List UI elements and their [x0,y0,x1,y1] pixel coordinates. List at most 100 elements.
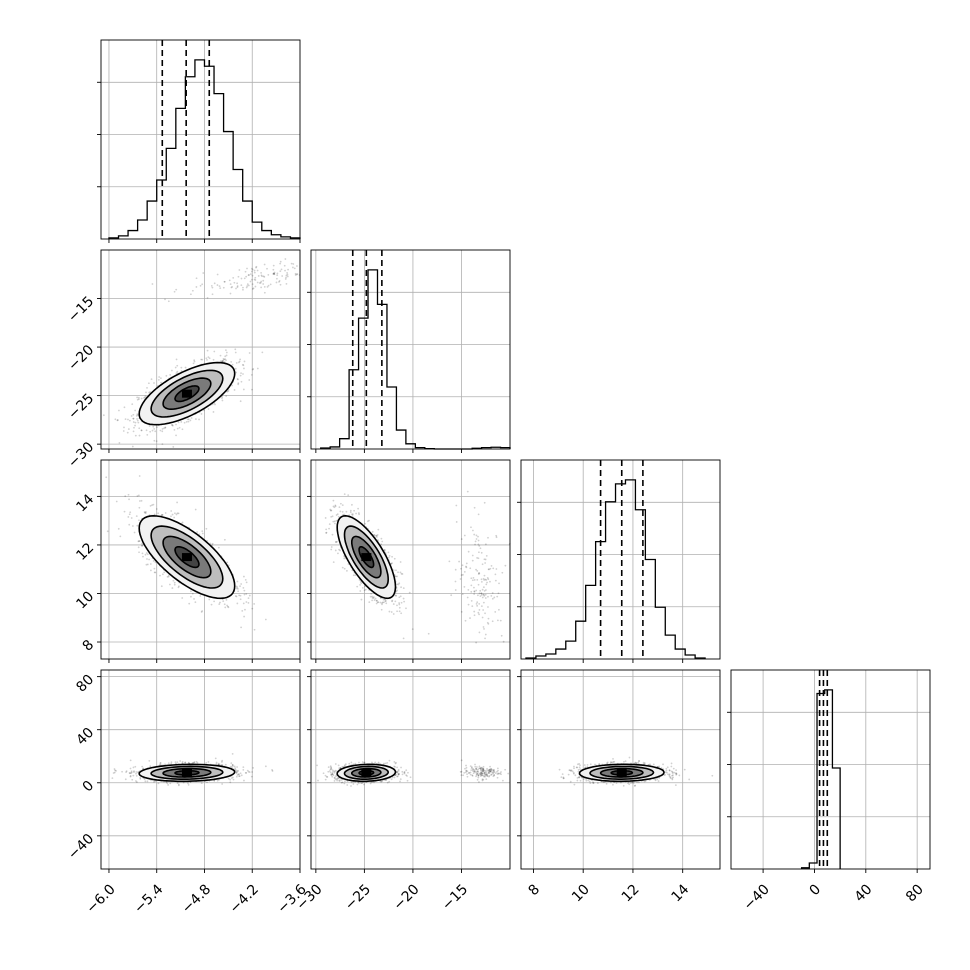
sample-point [233,281,236,284]
sample-point [236,586,239,589]
sample-point [337,552,339,555]
sample-point [234,351,237,354]
sample-point [467,588,470,591]
sample-point [473,533,476,536]
sample-point [173,581,176,584]
sample-point [371,530,374,533]
sample-point [163,571,166,574]
sample-point [266,267,268,270]
sample-point [154,430,157,433]
sample-point [253,628,256,631]
sample-point [167,575,170,578]
sample-point [146,558,148,560]
sample-point [234,595,237,597]
sample-point [128,513,131,516]
sample-point [137,540,140,543]
sample-point [200,413,203,415]
sample-point [237,382,240,385]
sample-point [207,356,210,359]
sample-point [284,258,287,260]
sample-point [330,515,333,518]
sample-point [130,517,133,519]
sample-point [105,476,108,479]
sample-point [152,425,155,428]
sample-point [498,608,500,611]
sample-point [239,594,242,597]
sample-point [136,524,139,527]
sample-point [240,626,243,629]
sample-point [247,274,250,277]
sample-point [478,551,480,554]
sample-point [136,419,139,422]
sample-point [132,774,135,777]
sample-point [350,503,353,506]
sample-point [273,273,276,276]
sample-point [284,278,287,280]
sample-point [241,363,244,366]
sample-point [224,763,227,766]
sample-point [278,280,280,283]
sample-point [202,272,205,274]
sample-point [175,372,178,375]
sample-point [210,284,213,287]
sample-point [399,561,402,563]
sample-point [187,782,189,785]
sample-point [148,425,151,427]
sample-point [334,549,337,552]
sample-point [251,268,254,271]
sample-point [258,282,261,284]
sample-point [231,363,234,366]
sample-point [257,275,260,277]
sample-point [486,581,488,584]
sample-point [248,352,251,354]
sample-point [190,417,193,419]
sample-point [193,359,196,362]
sample-point [471,529,474,532]
sample-point [285,282,288,285]
sample-point [181,760,184,763]
sample-point [500,634,503,637]
sample-point [330,509,333,512]
sample-point [180,421,183,423]
sample-point [356,585,359,588]
sample-point [285,276,287,279]
sample-point [173,583,176,586]
sample-point [402,637,405,640]
sample-point [324,517,327,519]
sample-point [214,757,217,760]
sample-point [201,530,204,533]
sample-point [483,628,485,630]
sample-point [219,360,222,363]
sample-point [122,430,125,432]
sample-point [149,504,152,507]
sample-point [491,597,494,600]
sample-point [224,355,227,358]
sample-point [157,378,160,381]
sample-point [256,269,259,272]
sample-point [230,762,233,765]
sample-point [102,414,105,417]
sample-point [225,351,228,354]
sample-point [475,589,478,592]
sample-point [291,266,294,269]
sample-point [255,265,258,268]
sample-point [236,580,239,583]
sample-point [284,269,286,272]
sample-point [238,360,241,363]
sample-point [360,582,363,585]
sample-point [247,602,250,604]
sample-point [484,543,487,546]
sample-point [127,493,130,496]
sample-point [240,372,242,375]
sample-point [150,378,153,381]
density-peak [181,553,192,562]
sample-point [144,396,146,399]
sample-point [333,520,336,523]
sample-point [487,606,489,608]
sample-point [241,609,244,612]
histogram-1 [320,269,511,450]
sample-point [339,502,342,505]
sample-point [260,280,263,283]
sample-point [189,293,192,296]
sample-point [115,500,118,503]
